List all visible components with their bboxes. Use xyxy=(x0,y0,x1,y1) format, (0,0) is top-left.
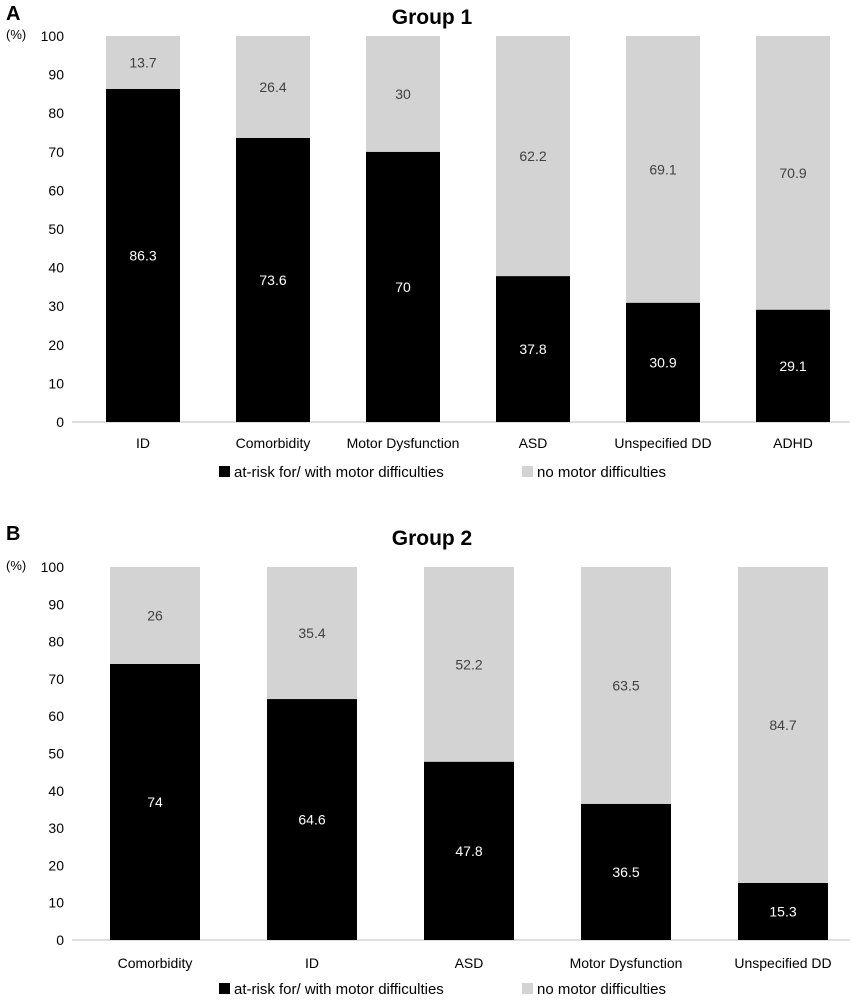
bar-at-risk xyxy=(236,137,310,423)
y-axis-unit-label: (%) xyxy=(6,27,26,42)
panel-a: A Group 1 (%) 0 10 20 30 40 50 60 70 80 90 100 86.3 13.… xyxy=(6,3,850,481)
panel-letter: B xyxy=(6,523,20,545)
panel-letter: A xyxy=(6,3,20,25)
x-category-label: Unspecified DD xyxy=(614,435,711,451)
data-label-at-risk: 47.8 xyxy=(455,843,482,859)
y-tick-label: 10 xyxy=(48,375,64,391)
bar-at-risk xyxy=(366,151,440,423)
y-tick-label: 80 xyxy=(48,634,64,650)
y-tick-label: 70 xyxy=(48,144,64,160)
y-tick-label: 0 xyxy=(56,932,64,948)
x-category-label: ADHD xyxy=(773,435,813,451)
y-tick-label: 50 xyxy=(48,221,64,237)
data-label-no-difficulty: 84.7 xyxy=(769,717,796,733)
bar-no-difficulty xyxy=(496,36,570,277)
data-label-no-difficulty: 26.4 xyxy=(259,79,286,95)
bar-no-difficulty xyxy=(626,36,700,303)
data-label-no-difficulty: 26 xyxy=(147,607,163,623)
bar-at-risk xyxy=(496,276,570,422)
y-tick-label: 90 xyxy=(48,596,64,612)
y-tick-label: 30 xyxy=(48,298,64,314)
data-label-at-risk: 37.8 xyxy=(519,341,546,357)
legend-label-no-difficulty: no motor difficulties xyxy=(537,981,666,998)
bar-at-risk xyxy=(424,761,514,940)
bar-at-risk xyxy=(267,699,357,940)
y-tick-label: 30 xyxy=(48,820,64,836)
data-label-no-difficulty: 70.9 xyxy=(779,165,806,181)
y-axis-unit-label: (%) xyxy=(6,558,26,573)
y-tick-label: 10 xyxy=(48,895,64,911)
y-tick-label: 100 xyxy=(41,559,65,575)
bar-at-risk xyxy=(738,882,828,940)
x-category-label: ASD xyxy=(455,955,484,971)
x-category-label: ID xyxy=(305,955,319,971)
x-category-label: Motor Dysfunction xyxy=(570,955,683,971)
legend-swatch-no-difficulty xyxy=(522,466,533,477)
bar-no-difficulty xyxy=(756,36,830,310)
x-category-label: Unspecified DD xyxy=(734,955,831,971)
legend-label-at-risk: at-risk for/ with motor difficulties xyxy=(234,981,444,998)
data-label-at-risk: 15.3 xyxy=(769,903,796,919)
y-tick-label: 20 xyxy=(48,857,64,873)
bar-no-difficulty xyxy=(106,36,180,89)
x-category-label: ASD xyxy=(519,435,548,451)
y-tick-label: 50 xyxy=(48,746,64,762)
y-tick-label: 40 xyxy=(48,783,64,799)
data-label-no-difficulty: 62.2 xyxy=(519,148,546,164)
y-tick-label: 0 xyxy=(56,414,64,430)
bar-no-difficulty xyxy=(424,567,514,762)
bar-no-difficulty xyxy=(738,567,828,883)
data-label-no-difficulty: 52.2 xyxy=(455,656,482,672)
data-label-no-difficulty: 13.7 xyxy=(129,54,156,70)
data-label-at-risk: 29.1 xyxy=(779,358,806,374)
chart-title: Group 2 xyxy=(392,527,473,550)
legend-label-no-difficulty: no motor difficulties xyxy=(537,464,666,481)
y-tick-label: 60 xyxy=(48,708,64,724)
bar-at-risk xyxy=(756,309,830,422)
legend-swatch-at-risk xyxy=(219,983,230,994)
bar-at-risk xyxy=(110,663,200,940)
bar-no-difficulty xyxy=(366,36,440,152)
chart-title: Group 1 xyxy=(392,6,473,29)
x-category-label: ID xyxy=(136,435,150,451)
data-label-at-risk: 70 xyxy=(395,279,411,295)
data-label-at-risk: 74 xyxy=(147,794,163,810)
data-label-no-difficulty: 35.4 xyxy=(298,625,325,641)
x-category-label: Comorbidity xyxy=(118,955,193,971)
data-label-at-risk: 36.5 xyxy=(612,864,639,880)
data-label-at-risk: 30.9 xyxy=(649,354,676,370)
x-category-label: Comorbidity xyxy=(236,435,311,451)
legend-label-at-risk: at-risk for/ with motor difficulties xyxy=(234,464,444,481)
legend-swatch-at-risk xyxy=(219,466,230,477)
data-label-at-risk: 73.6 xyxy=(259,272,286,288)
panel-b: B Group 2 (%) 0 10 20 30 40 50 60 70 80 90 100 74 26 Com… xyxy=(6,523,850,998)
y-tick-label: 100 xyxy=(41,28,65,44)
y-tick-label: 90 xyxy=(48,67,64,83)
data-label-no-difficulty: 30 xyxy=(395,86,411,102)
bar-at-risk xyxy=(626,302,700,422)
bar-no-difficulty xyxy=(236,36,310,138)
y-tick-label: 40 xyxy=(48,260,64,276)
bar-at-risk xyxy=(106,88,180,422)
legend-swatch-no-difficulty xyxy=(522,983,533,994)
data-label-no-difficulty: 63.5 xyxy=(612,677,639,693)
bar-no-difficulty xyxy=(267,567,357,700)
data-label-at-risk: 64.6 xyxy=(298,812,325,828)
x-category-label: Motor Dysfunction xyxy=(347,435,460,451)
bar-no-difficulty xyxy=(581,567,671,804)
y-tick-label: 20 xyxy=(48,337,64,353)
data-label-no-difficulty: 69.1 xyxy=(649,161,676,177)
bar-no-difficulty xyxy=(110,567,200,664)
bar-at-risk xyxy=(581,803,671,940)
y-tick-label: 80 xyxy=(48,105,64,121)
y-tick-label: 70 xyxy=(48,671,64,687)
y-tick-label: 60 xyxy=(48,182,64,198)
data-label-at-risk: 86.3 xyxy=(129,247,156,263)
